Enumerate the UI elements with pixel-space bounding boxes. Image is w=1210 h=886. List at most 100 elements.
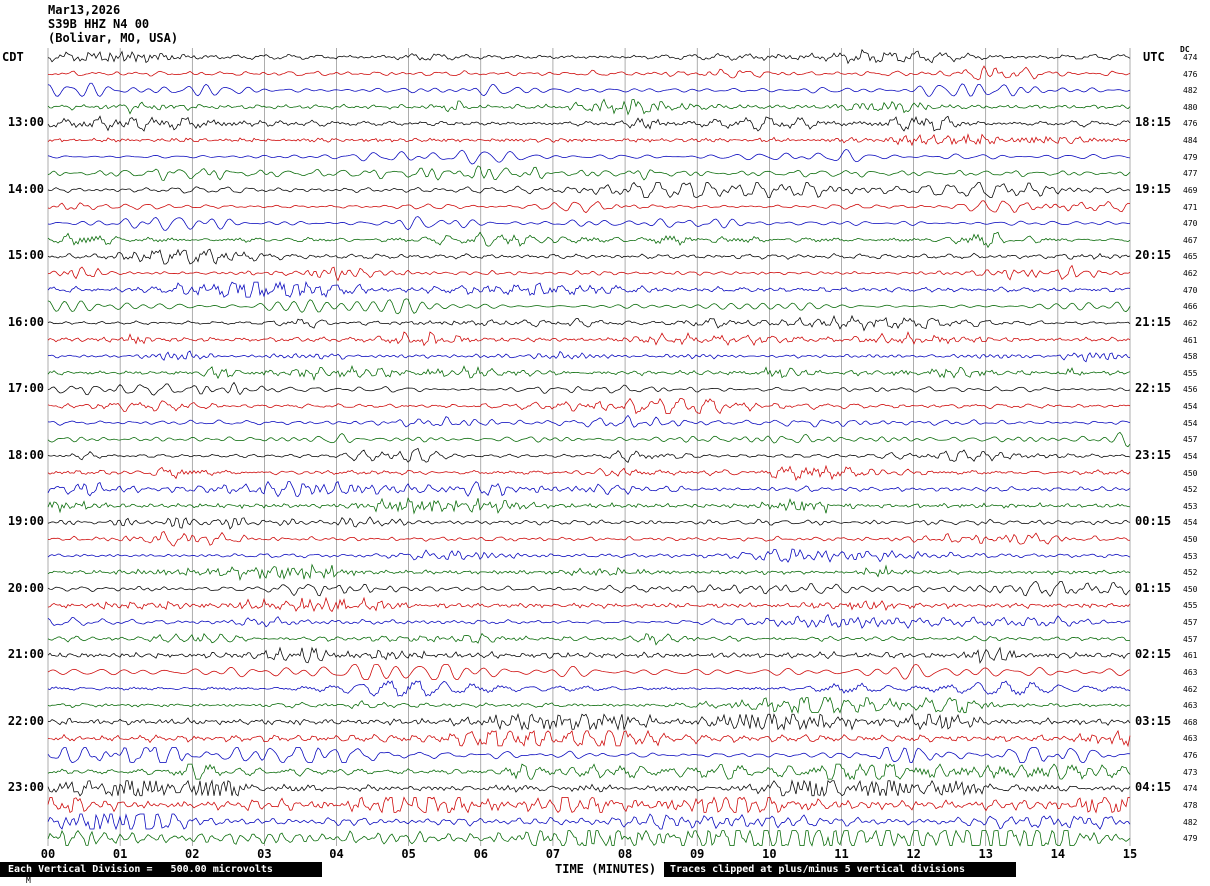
dc-value: 479 — [1183, 834, 1198, 844]
minute-tick-label: 03 — [257, 847, 272, 861]
seismogram-trace — [47, 596, 1131, 613]
footer-clipping-note: Traces clipped at plus/minus 5 vertical … — [664, 862, 1016, 877]
seismogram-trace — [47, 82, 1131, 97]
seismogram-trace — [47, 264, 1131, 282]
seismogram-trace — [47, 664, 1131, 680]
dc-value: 462 — [1183, 684, 1198, 694]
seismogram-trace — [47, 680, 1131, 697]
dc-value: 450 — [1183, 468, 1198, 478]
dc-value: 453 — [1183, 501, 1198, 511]
hour-label-cdt: 20:00 — [7, 580, 44, 595]
dc-value: 457 — [1183, 618, 1198, 628]
dc-value: 462 — [1183, 269, 1198, 279]
minute-tick-label: 06 — [473, 847, 489, 861]
dc-value: 474 — [1183, 784, 1198, 794]
hour-label-cdt: 17:00 — [7, 381, 44, 396]
dc-value: 473 — [1183, 767, 1198, 777]
hour-label-utc: 00:15 — [1135, 514, 1172, 529]
minute-tick-label: 08 — [617, 847, 633, 861]
hour-label-cdt: 14:00 — [7, 181, 44, 196]
minute-tick-label: 14 — [1050, 847, 1066, 861]
minute-tick-label: 05 — [401, 847, 416, 861]
dc-value: 474 — [1183, 53, 1198, 62]
seismogram-trace — [47, 548, 1131, 563]
dc-value: 482 — [1183, 817, 1198, 827]
x-axis-title: TIME (MINUTES) — [555, 862, 657, 876]
dc-value: 462 — [1183, 318, 1198, 328]
dc-value: 476 — [1183, 119, 1198, 129]
seismogram-trace — [48, 712, 1131, 731]
hour-label-cdt: 13:00 — [7, 115, 44, 130]
hour-label-utc: 23:15 — [1135, 447, 1172, 462]
dc-value: 458 — [1183, 352, 1198, 362]
dc-value: 454 — [1183, 451, 1198, 461]
hour-label-cdt: 16:00 — [7, 314, 44, 329]
seismogram-trace — [47, 365, 1131, 381]
dc-value: 466 — [1183, 302, 1198, 312]
seismogram-trace — [47, 115, 1131, 132]
seismogram-trace — [47, 480, 1131, 498]
dc-value: 452 — [1183, 485, 1198, 495]
hour-label-cdt: 23:00 — [7, 780, 44, 795]
seismogram-trace — [47, 464, 1131, 481]
dc-value: 479 — [1183, 152, 1198, 162]
right-timezone-label: UTC — [1143, 50, 1165, 64]
seismogram-trace — [47, 231, 1131, 249]
dc-value: 471 — [1183, 202, 1198, 212]
hour-label-cdt: 21:00 — [7, 647, 44, 662]
dc-value: 478 — [1183, 800, 1198, 810]
dc-value: 454 — [1183, 402, 1198, 412]
hour-label-cdt: 19:00 — [7, 514, 44, 529]
minute-tick-label: 00 — [40, 847, 56, 861]
seismogram-trace — [47, 148, 1131, 165]
seismogram-trace — [47, 397, 1131, 415]
dc-value: 463 — [1183, 701, 1198, 711]
dc-value: 467 — [1183, 235, 1198, 245]
dc-value: 476 — [1183, 751, 1198, 761]
dc-value: 450 — [1183, 534, 1198, 544]
seismogram-trace — [47, 48, 1131, 65]
hour-label-utc: 19:15 — [1135, 181, 1172, 196]
minute-tick-label: 07 — [545, 847, 561, 861]
dc-value: 457 — [1183, 435, 1198, 445]
minute-tick-label: 12 — [906, 847, 921, 861]
dc-column-label: DC — [1180, 45, 1190, 54]
dc-value: 465 — [1183, 252, 1198, 262]
minute-tick-label: 10 — [762, 847, 777, 861]
seismogram-trace — [47, 65, 1131, 81]
seismogram-trace — [47, 248, 1131, 265]
hour-label-utc: 22:15 — [1135, 381, 1172, 396]
seismogram-trace — [47, 729, 1131, 748]
minute-tick-label: 09 — [689, 847, 705, 861]
minute-tick-label: 01 — [112, 847, 128, 861]
seismogram-trace — [47, 280, 1131, 298]
hour-label-cdt: 15:00 — [7, 248, 44, 263]
minute-tick-label: 15 — [1122, 847, 1138, 861]
seismogram-trace — [47, 133, 1130, 147]
dc-value: 463 — [1183, 734, 1198, 744]
dc-value: 461 — [1183, 335, 1198, 345]
dc-value: 461 — [1183, 651, 1198, 661]
seismogram-trace — [47, 530, 1131, 547]
seismogram-trace — [47, 314, 1131, 332]
dc-value: 470 — [1183, 285, 1198, 295]
dc-value: 477 — [1183, 169, 1198, 179]
hour-label-utc: 18:15 — [1135, 115, 1172, 130]
seismogram-trace — [47, 216, 1131, 231]
seismogram-trace — [47, 747, 1131, 763]
seismogram-trace — [47, 331, 1131, 347]
seismogram-trace — [47, 813, 1131, 831]
left-timezone-label: CDT — [2, 50, 24, 64]
seismogram-trace — [47, 497, 1131, 515]
seismogram-trace — [47, 165, 1131, 181]
dc-value: 480 — [1183, 102, 1198, 112]
dc-value: 452 — [1183, 568, 1198, 578]
dc-value: 484 — [1183, 136, 1198, 146]
corner-mark: M — [26, 876, 31, 885]
dc-value: 482 — [1183, 86, 1198, 96]
seismogram-trace — [47, 696, 1131, 715]
hour-label-cdt: 22:00 — [7, 713, 44, 728]
dc-value: 469 — [1183, 185, 1198, 195]
